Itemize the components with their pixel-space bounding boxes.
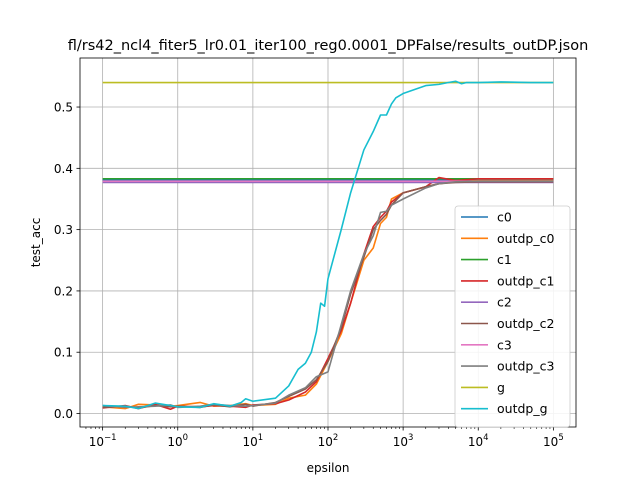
x-tick-label: 104	[468, 433, 489, 449]
legend-label-outdp_c3: outdp_c3	[497, 359, 554, 374]
y-tick-label: 0.5	[54, 101, 73, 115]
x-tick-label: 102	[318, 433, 339, 449]
series-line-outdp_g	[102, 80, 554, 410]
x-tick-label: 101	[243, 433, 264, 449]
legend-label-c2: c2	[497, 295, 512, 310]
legend-label-outdp_c0: outdp_c0	[497, 231, 554, 246]
legend-label-g: g	[497, 380, 505, 395]
x-axis-label: epsilon	[307, 461, 350, 475]
y-axis: 0.0 0.1 0.2 0.3 0.4 0.5	[54, 101, 80, 421]
x-tick-label: 100	[167, 433, 188, 449]
chart-title: fl/rs42_ncl4_fiter5_lr0.01_iter100_reg0.…	[68, 38, 589, 54]
x-tick-label: 105	[543, 433, 564, 449]
y-tick-label: 0.1	[54, 346, 73, 360]
y-tick-label: 0.0	[54, 407, 73, 421]
legend-label-outdp_c2: outdp_c2	[497, 316, 554, 331]
y-tick-label: 0.4	[54, 162, 73, 176]
legend-label-outdp_g: outdp_g	[497, 401, 548, 416]
legend-label-outdp_c1: outdp_c1	[497, 273, 554, 288]
legend: c0 outdp_c0 c1 outdp_c1 c2 outdp_c2 c3 outdp_c3…	[454, 205, 571, 428]
y-axis-label: test_acc	[29, 218, 43, 268]
x-axis: 10−1 100 101 102 103 104 105	[85, 427, 564, 449]
legend-label-c3: c3	[497, 337, 512, 352]
y-tick-label: 0.2	[54, 284, 73, 298]
plot-series	[102, 80, 554, 411]
legend-label-c1: c1	[497, 252, 512, 267]
legend-label-c0: c0	[497, 210, 512, 225]
x-tick-label: 10−1	[89, 433, 117, 449]
legend-box	[454, 205, 571, 428]
x-tick-label: 103	[393, 433, 414, 449]
y-tick-label: 0.3	[54, 223, 73, 237]
